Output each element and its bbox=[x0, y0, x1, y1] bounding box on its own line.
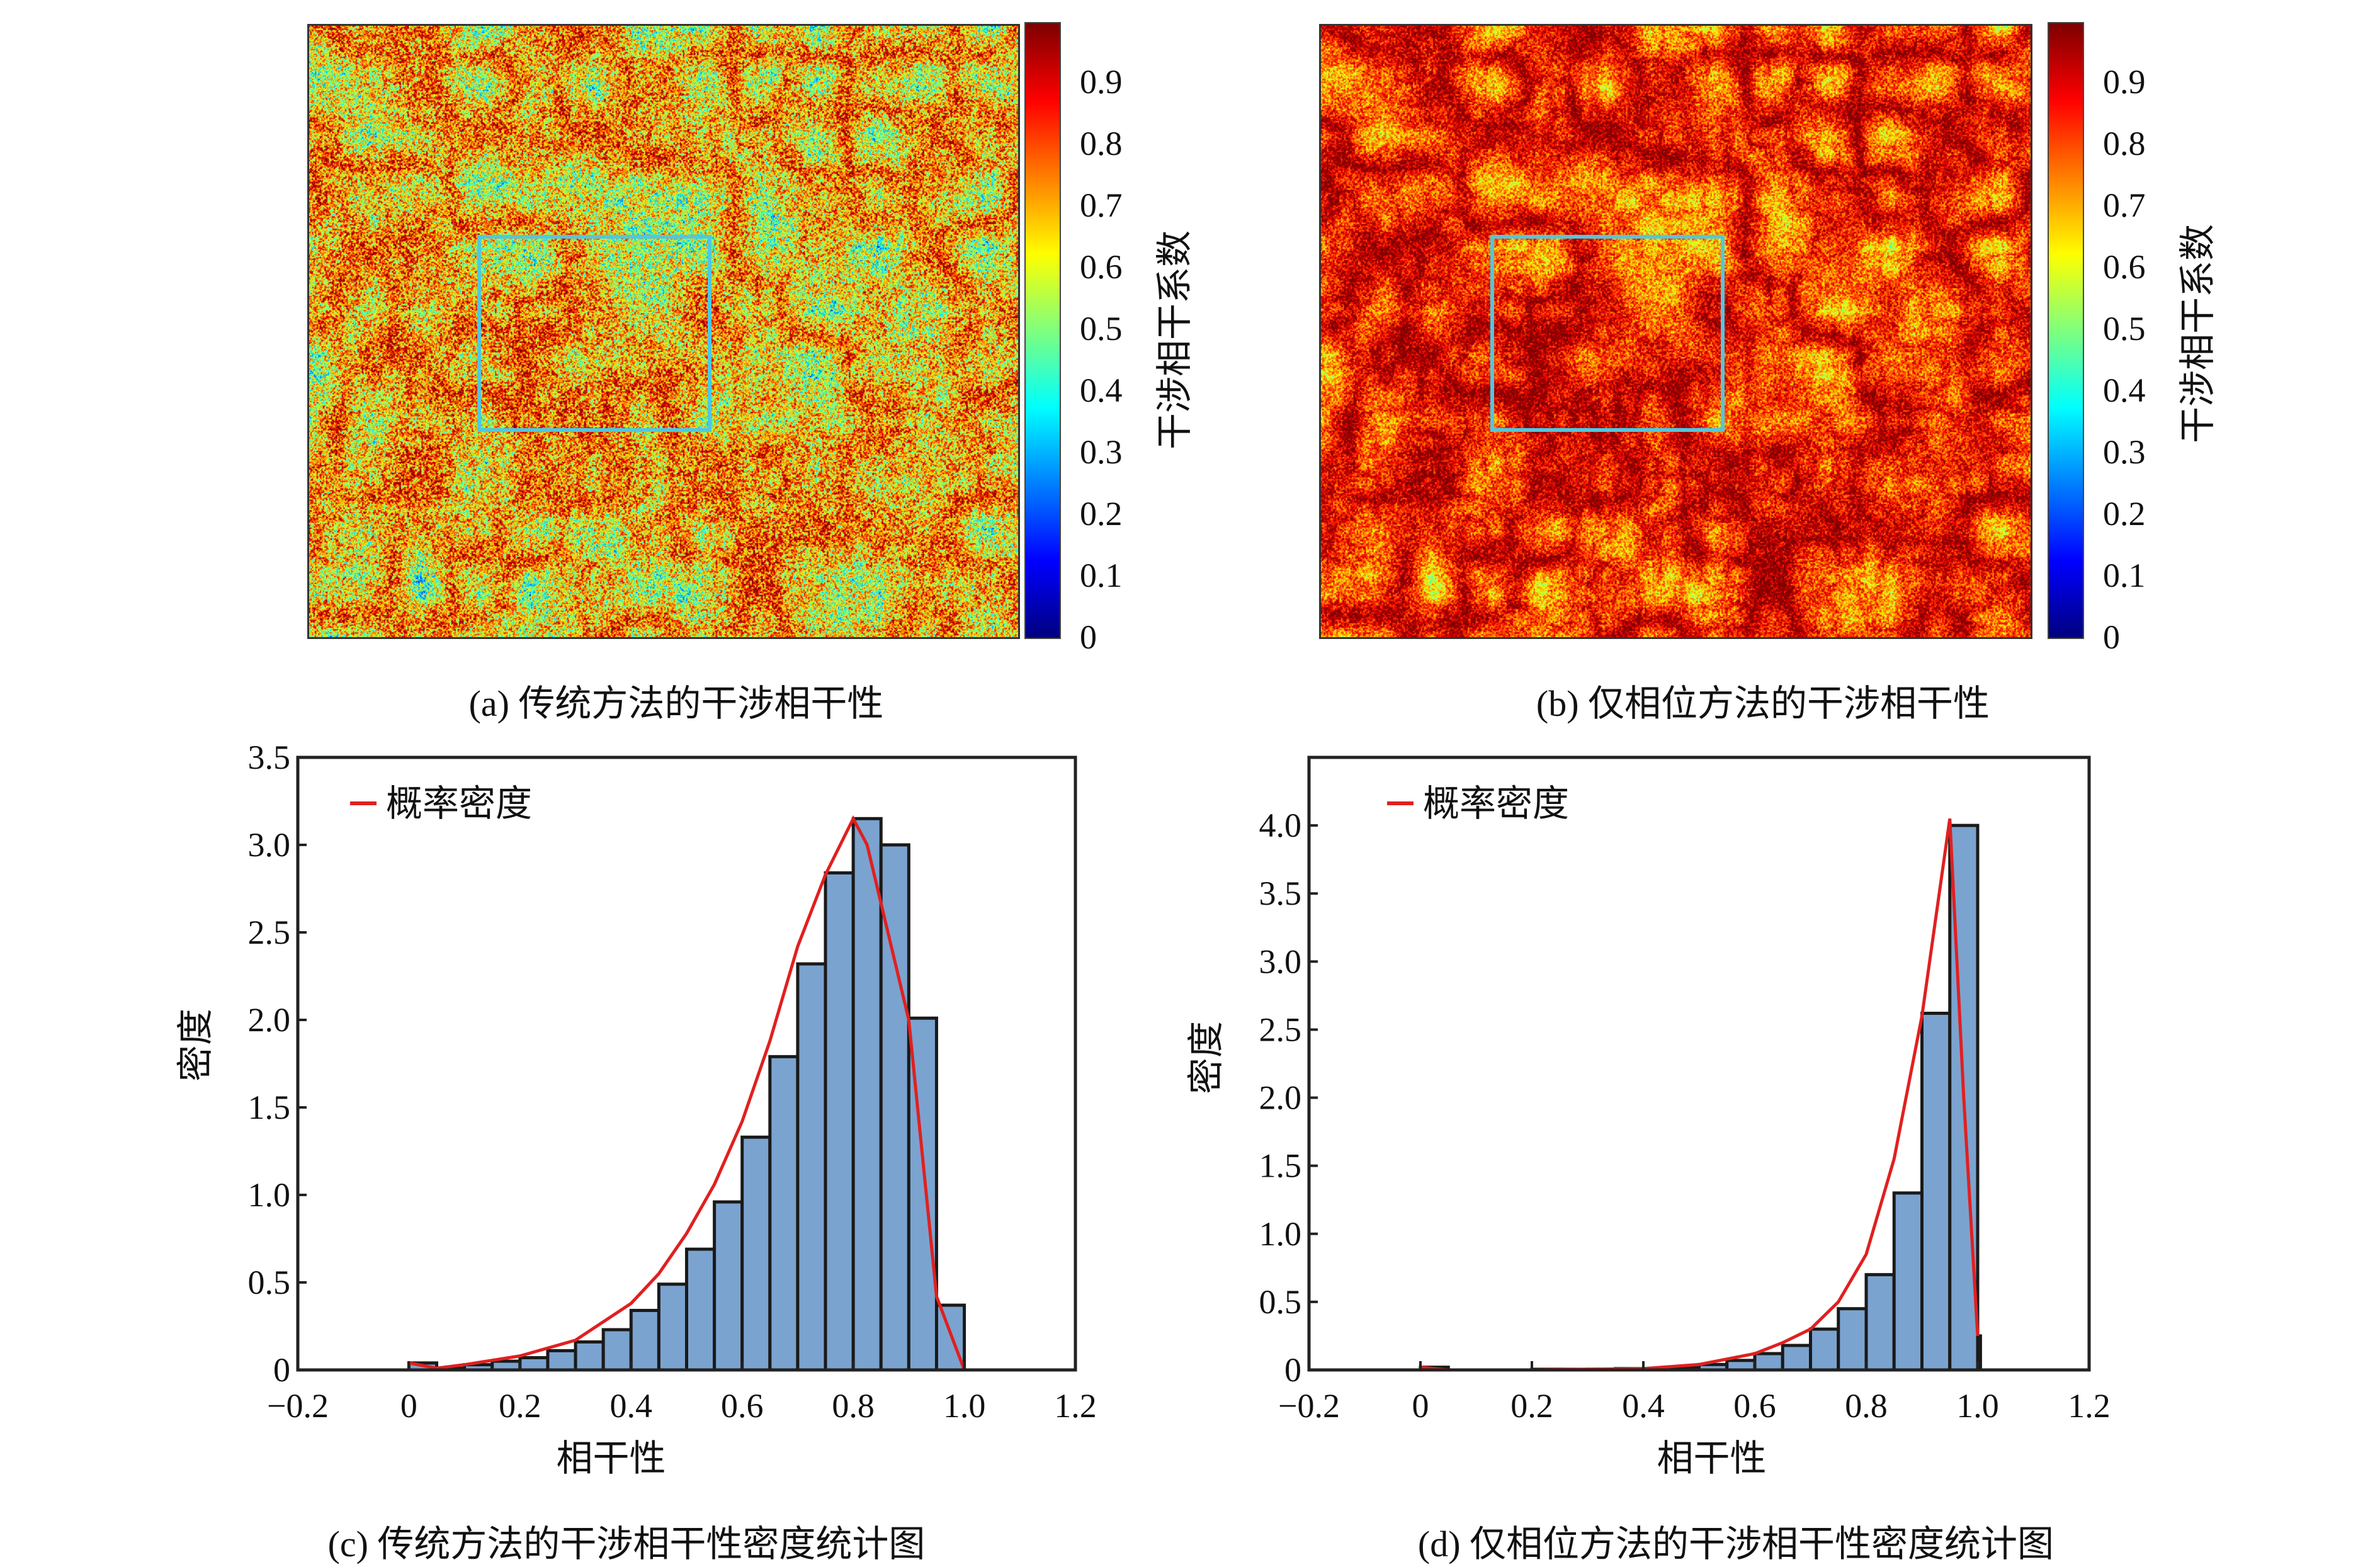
caption-c: (c) 传统方法的干涉相干性密度统计图 bbox=[328, 1514, 926, 1567]
y-tick-label: 1.0 bbox=[1259, 1215, 1302, 1253]
histogram-bar bbox=[603, 1330, 631, 1370]
y-tick-label: 4.0 bbox=[1259, 806, 1302, 844]
histogram-bar bbox=[1866, 1275, 1894, 1370]
histogram-bar bbox=[520, 1358, 548, 1370]
y-tick-label: 1.5 bbox=[248, 1089, 291, 1126]
y-tick-label: 3.5 bbox=[1259, 874, 1302, 912]
x-tick-label: 0 bbox=[1412, 1387, 1429, 1425]
x-tick-label: −0.2 bbox=[1278, 1387, 1340, 1425]
legend-label: 概率密度 bbox=[386, 783, 532, 824]
x-tick-label: 1.2 bbox=[1054, 1387, 1097, 1425]
x-tick-label: 1.0 bbox=[943, 1387, 986, 1425]
histogram-bar bbox=[1922, 1013, 1950, 1370]
y-tick-label: 3.5 bbox=[248, 738, 291, 776]
x-axis-label: 相干性 bbox=[1657, 1438, 1766, 1479]
histogram-bar bbox=[548, 1350, 575, 1370]
y-tick-label: 0 bbox=[273, 1351, 290, 1389]
y-tick-label: 2.5 bbox=[248, 914, 291, 951]
histogram-bar bbox=[715, 1202, 742, 1370]
histogram-bar bbox=[1782, 1345, 1810, 1370]
y-tick-label: 0.5 bbox=[248, 1264, 291, 1301]
x-tick-label: 1.2 bbox=[2068, 1387, 2111, 1425]
x-tick-label: 0.4 bbox=[1622, 1387, 1665, 1425]
histogram-bar bbox=[742, 1137, 770, 1370]
histogram-bar bbox=[798, 964, 825, 1370]
x-tick-label: 0.6 bbox=[721, 1387, 764, 1425]
histogram-bar bbox=[1811, 1329, 1839, 1370]
x-tick-label: 0.6 bbox=[1733, 1387, 1776, 1425]
x-tick-label: 0.8 bbox=[1845, 1387, 1888, 1425]
chart-c: −0.2 0 0.2 0.4 0.6 0.8 1.0 1.200.51.01.52.02.53… bbox=[175, 738, 1097, 1479]
histogram-bar bbox=[1755, 1354, 1782, 1370]
legend-label: 概率密度 bbox=[1423, 783, 1569, 824]
y-tick-label: 1.5 bbox=[1259, 1147, 1302, 1185]
histogram-bar bbox=[1894, 1193, 1922, 1370]
x-axis-label: 相干性 bbox=[556, 1438, 666, 1479]
caption-d: (d) 仅相位方法的干涉相干性密度统计图 bbox=[1418, 1514, 2054, 1567]
x-tick-label: 0.2 bbox=[1510, 1387, 1553, 1425]
y-tick-label: 3.0 bbox=[1259, 942, 1302, 980]
y-axis-label: 密度 bbox=[175, 1009, 216, 1082]
y-tick-label: 0 bbox=[1284, 1351, 1301, 1389]
histogram-bar bbox=[1839, 1309, 1866, 1370]
y-axis-label: 密度 bbox=[1186, 1021, 1227, 1094]
histogram-bar bbox=[853, 818, 881, 1370]
x-tick-label: 0.2 bbox=[499, 1387, 541, 1425]
y-tick-label: 1.0 bbox=[248, 1176, 291, 1214]
x-tick-label: 1.0 bbox=[1956, 1387, 1999, 1425]
histogram-bar bbox=[631, 1310, 659, 1370]
histogram-bar bbox=[575, 1342, 603, 1370]
histogram-bar bbox=[659, 1284, 686, 1370]
x-tick-label: 0.4 bbox=[610, 1387, 653, 1425]
y-tick-label: 3.0 bbox=[248, 826, 291, 864]
x-tick-label: 0.8 bbox=[832, 1387, 875, 1425]
histogram-bar bbox=[687, 1249, 715, 1370]
y-tick-label: 2.0 bbox=[248, 1001, 291, 1039]
x-tick-label: 0 bbox=[400, 1387, 417, 1425]
y-tick-label: 2.5 bbox=[1259, 1010, 1302, 1048]
y-tick-label: 0.5 bbox=[1259, 1283, 1302, 1321]
x-tick-label: −0.2 bbox=[267, 1387, 329, 1425]
chart-d: −0.2 0 0.2 0.4 0.6 0.8 1.0 1.200.51.01.52.02.53… bbox=[1186, 757, 2111, 1479]
histogram-bar bbox=[825, 873, 853, 1370]
y-tick-label: 2.0 bbox=[1259, 1079, 1302, 1117]
histogram-bar bbox=[770, 1056, 798, 1370]
